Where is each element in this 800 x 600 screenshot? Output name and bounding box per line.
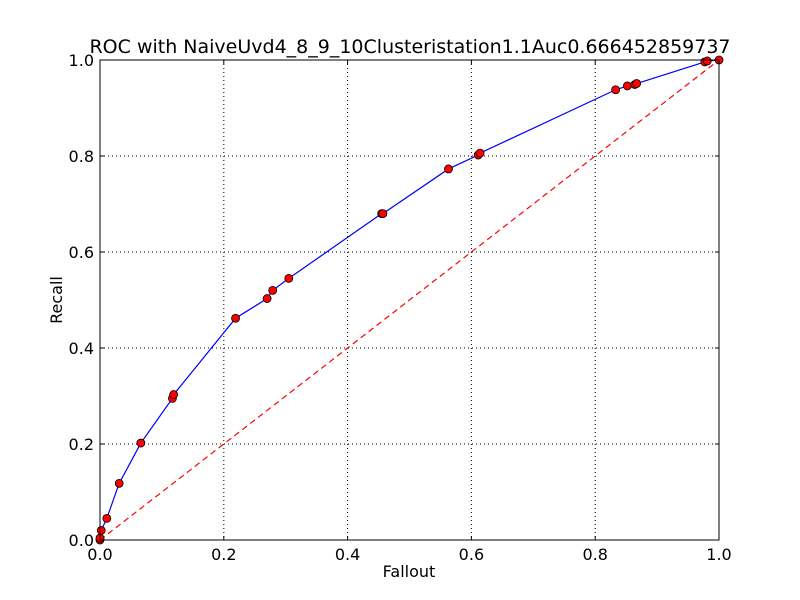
roc-point-marker [475,148,485,158]
roc-point-marker [96,526,106,535]
roc-point-marker [378,209,388,219]
roc-point-marker [611,85,621,95]
roc-point-marker [702,56,712,66]
y-tick-label: 0.2 [69,435,94,454]
chart-title: ROC with NaiveUvd4_8_9_10Clusteristation… [89,36,730,58]
chance-line-layer [99,59,720,541]
y-tick-label: 0.0 [69,531,94,550]
x-axis-label: Fallout [383,562,436,581]
x-tick-label: 0.2 [211,545,236,564]
x-tick-label: 0.4 [335,545,360,564]
roc-point-marker [284,273,294,283]
x-tick-label: 1.0 [706,545,731,564]
roc-point-marker [632,79,642,88]
ticks: 0.0 0.2 0.4 0.6 0.8 1.0 0.0 0.2 0.4 0.6 0.8 1.0 [69,51,732,564]
x-tick-label: 0.8 [582,545,607,564]
y-tick-label: 0.8 [69,147,94,166]
roc-point-marker [169,390,179,399]
y-tick-label: 0.6 [69,243,94,262]
roc-point-marker [268,285,278,295]
plot-frame [99,59,720,541]
roc-point-marker [262,294,272,303]
grid [100,60,719,540]
roc-point-marker [444,164,453,174]
roc-point-marker [231,313,240,323]
x-tick-label: 0.6 [459,545,484,564]
chance-diagonal-line [99,59,720,541]
x-tick-label: 0.0 [87,545,112,564]
y-tick-label: 0.4 [69,339,94,358]
y-tick-label: 1.0 [69,51,94,70]
y-axis-label: Recall [47,276,66,324]
roc-point-marker [114,478,124,488]
roc-point-marker [136,438,146,448]
roc-point-marker [102,514,112,523]
roc-point-marker [622,81,632,91]
